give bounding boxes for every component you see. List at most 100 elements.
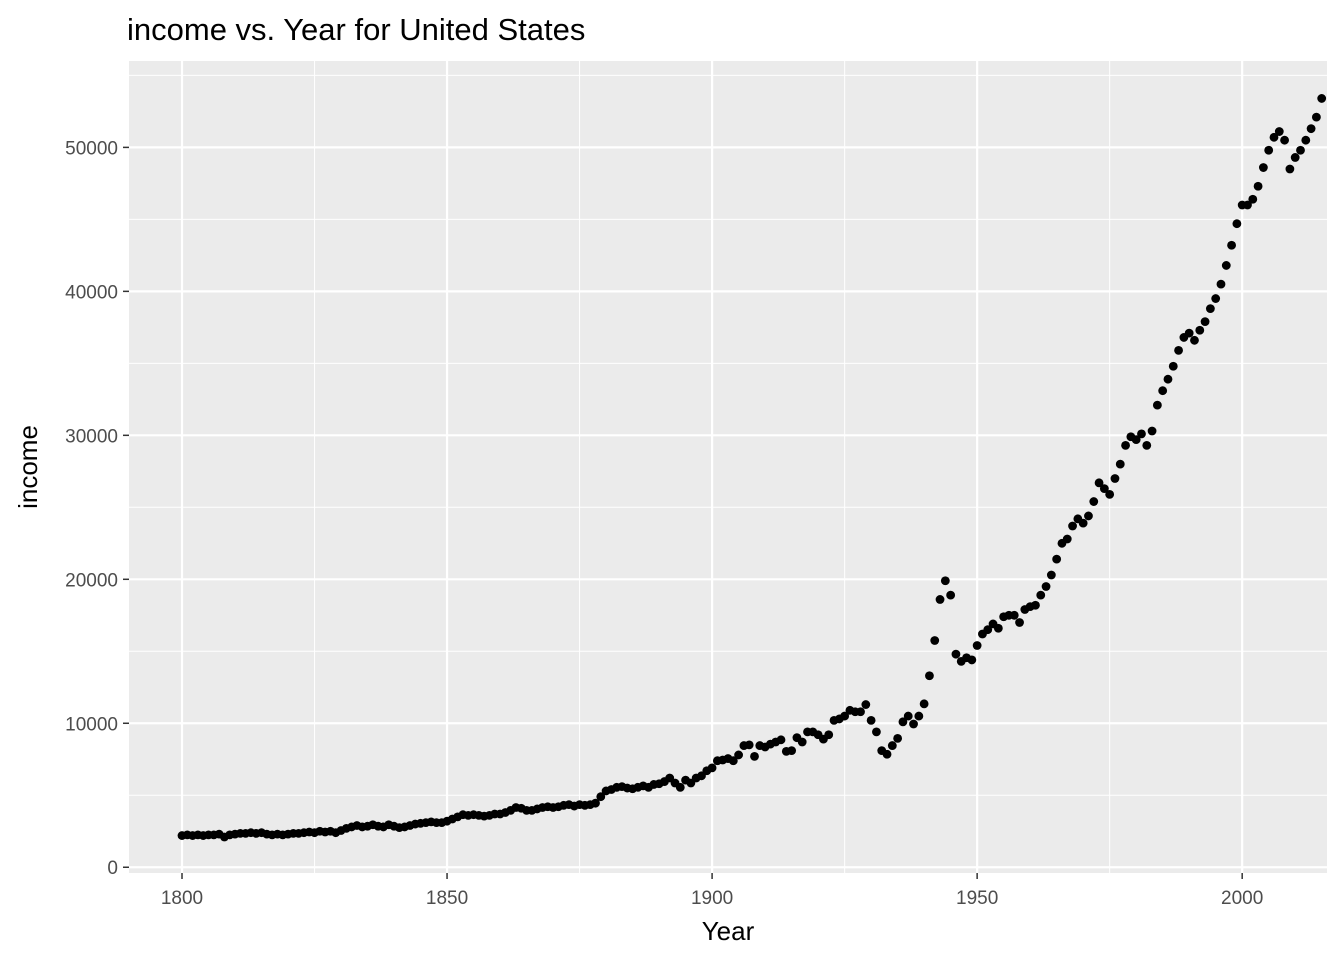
- data-point: [1121, 441, 1130, 450]
- grid-major: [129, 61, 1327, 873]
- data-point: [940, 576, 950, 586]
- data-point: [1036, 590, 1046, 600]
- data-point: [1317, 94, 1327, 103]
- data-point: [1158, 386, 1168, 396]
- data-point: [1216, 279, 1226, 289]
- data-point: [967, 655, 977, 665]
- x-tick-label: 1850: [426, 888, 468, 909]
- data-point: [914, 711, 924, 721]
- data-point: [1105, 489, 1115, 499]
- data-point: [1285, 164, 1295, 174]
- data-point: [1062, 534, 1072, 544]
- data-point: [1243, 200, 1252, 210]
- data-point: [872, 727, 881, 737]
- data-point: [776, 735, 786, 745]
- data-point: [675, 782, 685, 792]
- data-point: [1280, 135, 1289, 145]
- data-point: [1068, 521, 1077, 531]
- data-point: [1301, 135, 1311, 145]
- chart-title: income vs. Year for United States: [127, 12, 585, 47]
- data-point: [1211, 294, 1221, 303]
- data-point: [1190, 335, 1199, 345]
- data-point: [1205, 304, 1215, 314]
- data-point: [1290, 153, 1300, 162]
- data-point: [1253, 181, 1263, 191]
- data-point: [983, 625, 993, 635]
- data-point: [728, 756, 738, 766]
- data-point: [1258, 163, 1268, 172]
- data-point: [1264, 145, 1274, 155]
- data-point: [1163, 374, 1173, 384]
- y-tick-label: 0: [107, 858, 118, 879]
- x-tick-label: 1950: [956, 888, 998, 909]
- data-point: [935, 595, 945, 604]
- data-point: [797, 737, 807, 747]
- data-point: [1248, 194, 1258, 204]
- data-point: [893, 733, 903, 743]
- data-point: [1296, 145, 1305, 155]
- data-point: [1078, 518, 1088, 528]
- data-point: [993, 623, 1003, 633]
- data-point: [1306, 124, 1316, 134]
- y-tick-label: 30000: [65, 426, 118, 447]
- data-point: [1142, 441, 1152, 450]
- x-tick-label: 1800: [161, 888, 203, 909]
- data-point: [1232, 219, 1242, 229]
- data-point: [750, 751, 759, 761]
- plot-panel: [129, 61, 1327, 873]
- data-point: [591, 798, 600, 808]
- data-point: [919, 699, 929, 709]
- data-point: [1110, 474, 1120, 483]
- data-point: [1052, 554, 1062, 564]
- data-point: [1015, 618, 1024, 627]
- data-point: [1094, 478, 1104, 488]
- x-axis-title: Year: [702, 916, 755, 946]
- data-point: [856, 707, 865, 717]
- data-point: [861, 700, 871, 709]
- y-axis-title: income: [13, 425, 43, 509]
- data-point: [596, 792, 606, 802]
- data-point: [1152, 400, 1162, 410]
- x-tick-label: 2000: [1221, 888, 1263, 909]
- y-axis-ticks: 0 10000 20000 30000 40000 50000: [65, 138, 129, 879]
- data-point: [946, 590, 956, 600]
- data-point: [744, 740, 754, 750]
- data-point: [1168, 361, 1178, 371]
- data-points: [177, 94, 1327, 842]
- data-point: [1311, 112, 1321, 122]
- y-tick-label: 40000: [65, 282, 118, 303]
- x-axis-ticks: 1800 1850 1900 1950 2000: [161, 873, 1263, 909]
- data-point: [1221, 261, 1231, 270]
- data-point: [1274, 127, 1284, 136]
- data-point: [1089, 497, 1099, 506]
- data-point: [898, 717, 908, 727]
- data-point: [1227, 240, 1236, 250]
- x-tick-label: 1900: [691, 888, 733, 909]
- data-point: [734, 750, 744, 760]
- data-point: [1041, 582, 1051, 591]
- data-point: [887, 741, 897, 750]
- data-point: [909, 719, 918, 729]
- data-point: [707, 763, 717, 773]
- data-point: [824, 730, 834, 740]
- data-point: [1084, 511, 1093, 521]
- data-point: [930, 636, 940, 645]
- data-point: [787, 746, 797, 756]
- data-point: [1099, 484, 1109, 493]
- data-point: [1174, 345, 1183, 355]
- data-point: [903, 711, 913, 721]
- data-point: [1147, 426, 1157, 436]
- data-point: [1200, 317, 1210, 326]
- grid-minor: [129, 61, 1327, 873]
- data-point: [1131, 435, 1141, 445]
- data-point: [866, 715, 876, 725]
- data-point: [1115, 459, 1125, 469]
- data-point: [1184, 328, 1194, 338]
- data-point: [882, 749, 892, 759]
- data-point: [1009, 610, 1019, 620]
- data-point: [1137, 429, 1146, 439]
- data-point: [1046, 570, 1056, 580]
- data-point: [1031, 600, 1040, 610]
- data-point: [925, 671, 934, 681]
